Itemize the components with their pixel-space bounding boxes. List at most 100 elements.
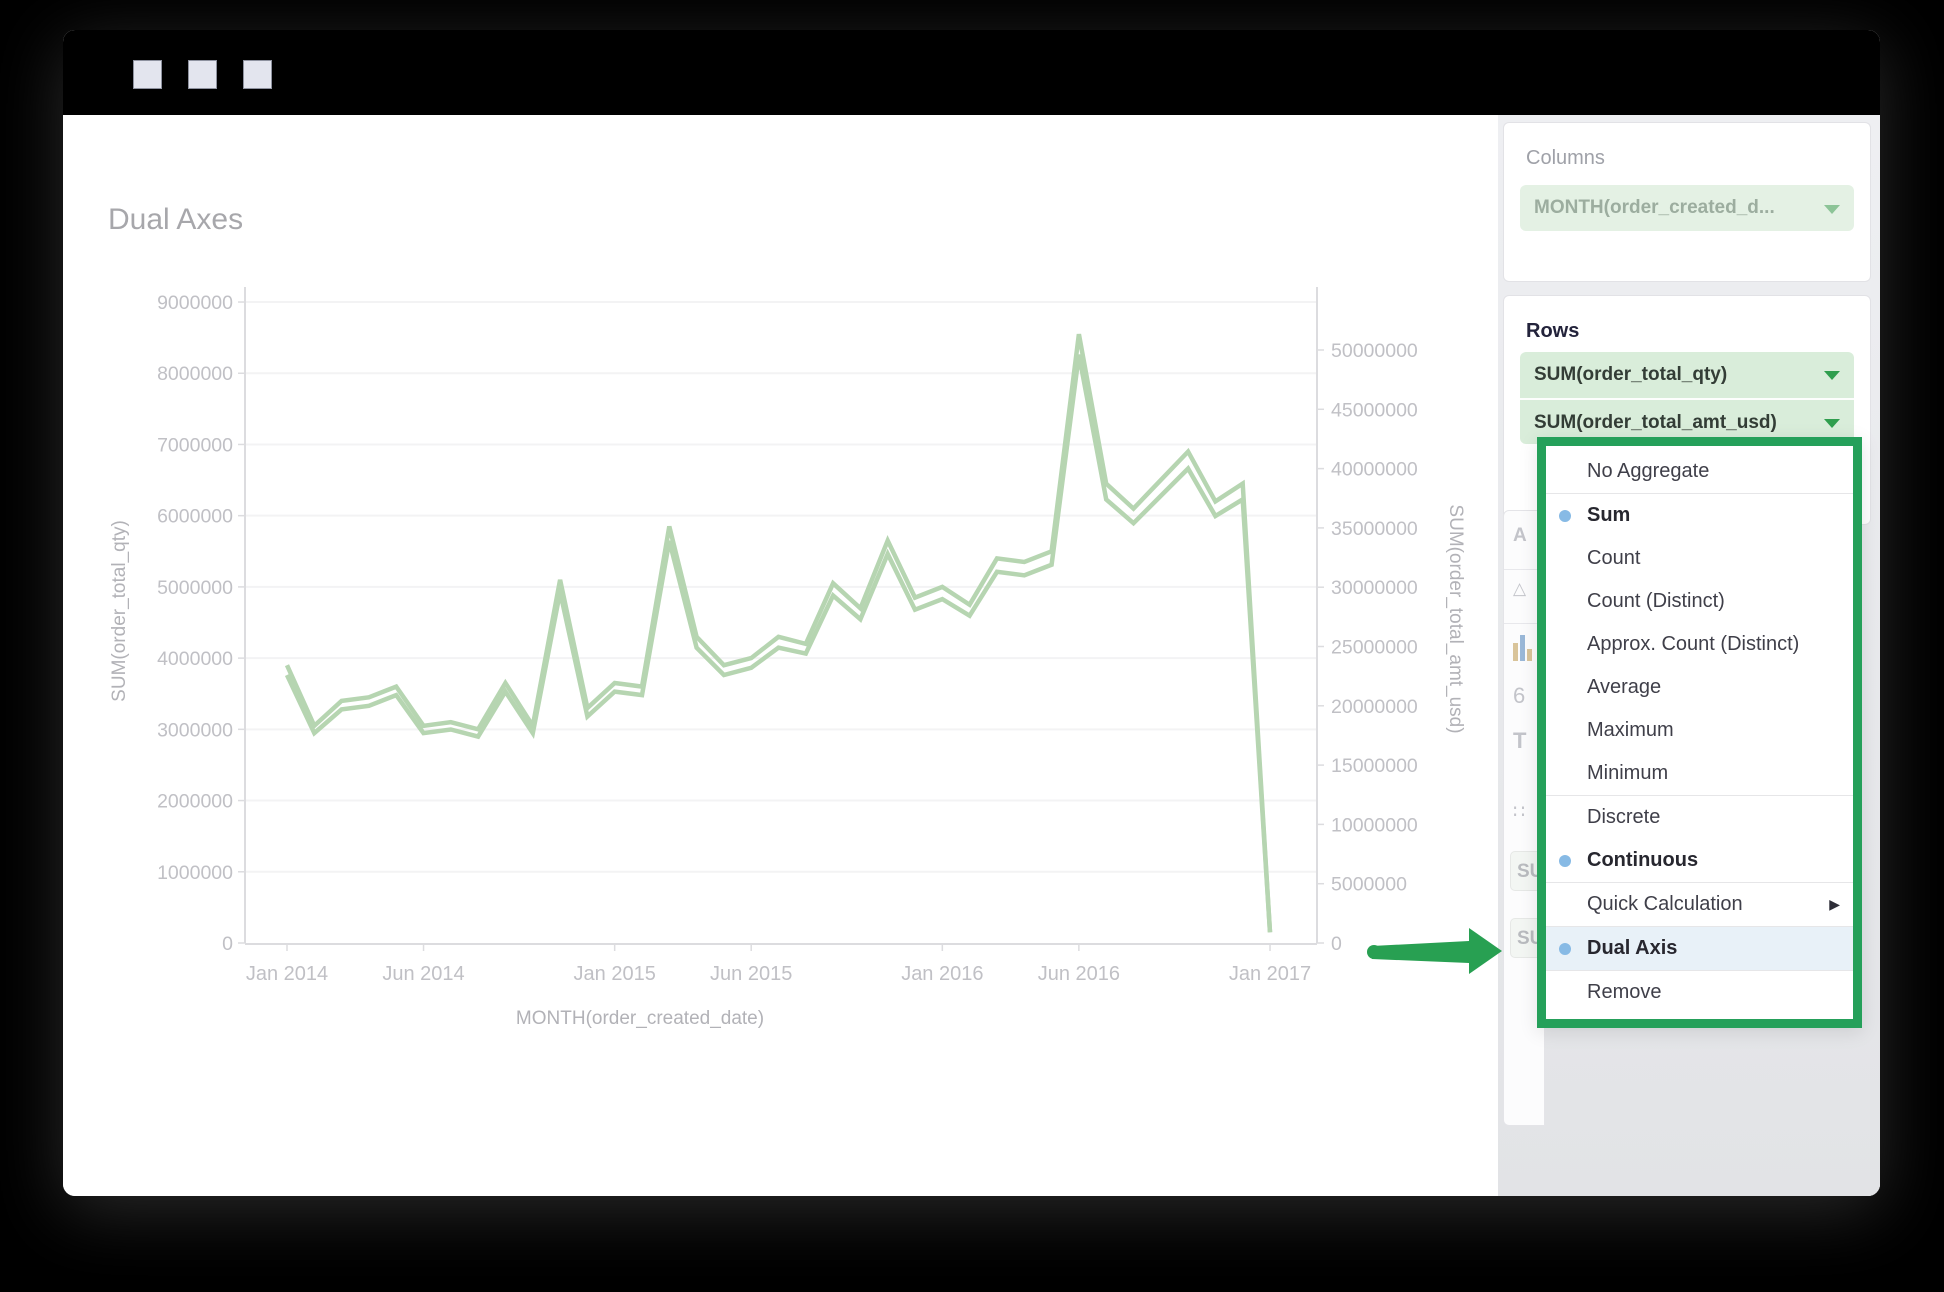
chevron-down-icon[interactable] bbox=[1824, 371, 1840, 380]
menu-item-remove[interactable]: Remove bbox=[1546, 971, 1853, 1014]
menu-item-label: Sum bbox=[1587, 504, 1631, 526]
menu-item-label: Average bbox=[1587, 676, 1662, 698]
columns-field-pill[interactable]: MONTH(order_created_d... bbox=[1520, 185, 1854, 231]
rows-field-pill-qty[interactable]: SUM(order_total_qty) bbox=[1520, 352, 1854, 398]
y-right-tick-label: 10000000 bbox=[1331, 814, 1418, 836]
line-series-left[interactable] bbox=[284, 333, 1273, 933]
columns-field-label: MONTH(order_created_d... bbox=[1534, 197, 1775, 218]
x-tick-label: Jan 2016 bbox=[901, 963, 983, 985]
bar-chart-icon[interactable] bbox=[1513, 635, 1535, 661]
menu-item-dual-axis[interactable]: Dual Axis bbox=[1546, 927, 1853, 970]
menu-item-quick-calculation[interactable]: Quick Calculation ▶ bbox=[1546, 883, 1853, 926]
x-axis-title: MONTH(order_created_date) bbox=[515, 1008, 765, 1029]
menu-item-label: Count bbox=[1587, 547, 1641, 569]
rows-field-pill-amt[interactable]: SUM(order_total_amt_usd) bbox=[1520, 398, 1854, 444]
menu-item-label: Remove bbox=[1587, 981, 1662, 1003]
x-tick-label: Jan 2014 bbox=[246, 963, 328, 985]
menu-item-sum[interactable]: Sum bbox=[1546, 494, 1853, 537]
chevron-down-icon[interactable] bbox=[1824, 205, 1840, 214]
y-right-tick-label: 25000000 bbox=[1331, 637, 1418, 659]
x-tick-label: Jan 2017 bbox=[1229, 963, 1311, 985]
rows-label: Rows bbox=[1526, 320, 1580, 342]
menu-item-label: Count (Distinct) bbox=[1587, 590, 1725, 612]
callout-arrow-icon bbox=[1363, 915, 1513, 985]
menu-separator bbox=[1546, 926, 1853, 927]
y-right-tick-label: 40000000 bbox=[1331, 459, 1418, 481]
lasso-icon[interactable]: 6 bbox=[1513, 683, 1526, 708]
rows-pills: SUM(order_total_qty) SUM(order_total_amt… bbox=[1520, 352, 1854, 444]
menu-separator bbox=[1546, 493, 1853, 494]
marks-a-label: A bbox=[1513, 525, 1527, 546]
menu-item-label: Approx. Count (Distinct) bbox=[1587, 633, 1800, 655]
y-right-tick-label: 45000000 bbox=[1331, 399, 1418, 421]
menu-item-average[interactable]: Average bbox=[1546, 666, 1853, 709]
y-right-tick-label: 0 bbox=[1331, 933, 1342, 955]
line-series-right[interactable] bbox=[284, 354, 1273, 933]
y-right-tick-label: 35000000 bbox=[1331, 518, 1418, 540]
x-tick-label: Jan 2015 bbox=[574, 963, 656, 985]
y-left-tick-label: 5000000 bbox=[157, 577, 233, 599]
menu-item-label: Minimum bbox=[1587, 762, 1669, 784]
window-control-icon[interactable] bbox=[133, 60, 162, 89]
y-right-tick-label: 30000000 bbox=[1331, 577, 1418, 599]
y-right-tick-label: 5000000 bbox=[1331, 874, 1407, 896]
y-left-tick-label: 0 bbox=[222, 933, 233, 955]
chevron-down-icon[interactable] bbox=[1824, 419, 1840, 428]
y-right-axis-title: SUM(order_total_amt_usd) bbox=[1445, 504, 1466, 734]
y-left-axis-title: SUM(order_total_qty) bbox=[109, 520, 130, 702]
rows-field-label: SUM(order_total_amt_usd) bbox=[1534, 412, 1777, 433]
menu-item-continuous[interactable]: Continuous bbox=[1546, 839, 1853, 882]
menu-item-count[interactable]: Count bbox=[1546, 537, 1853, 580]
x-tick-label: Jun 2014 bbox=[382, 963, 464, 985]
selected-dot-icon bbox=[1559, 510, 1571, 522]
sort-icon[interactable]: △ bbox=[1513, 579, 1527, 598]
menu-item-label: Continuous bbox=[1587, 849, 1699, 871]
window-control-icon[interactable] bbox=[188, 60, 217, 89]
app-window: Dual Axes 9000000 8000000 7000000 6000000 50… bbox=[63, 30, 1880, 1196]
y-left-tick-label: 8000000 bbox=[157, 363, 233, 385]
scatter-dots-icon[interactable]: ∷ bbox=[1513, 802, 1525, 823]
columns-label: Columns bbox=[1526, 147, 1605, 169]
menu-item-label: Discrete bbox=[1587, 806, 1661, 828]
y-right-tick-label: 50000000 bbox=[1331, 340, 1418, 362]
hidden-field-label: SU bbox=[1517, 861, 1544, 882]
submenu-arrow-icon: ▶ bbox=[1829, 896, 1840, 912]
columns-shelf: Columns MONTH(order_created_d... bbox=[1503, 122, 1871, 282]
window-titlebar bbox=[63, 30, 1880, 115]
menu-separator bbox=[1546, 970, 1853, 971]
menu-item-label: Dual Axis bbox=[1587, 937, 1678, 959]
divider bbox=[1504, 623, 1544, 624]
menu-item-label: Maximum bbox=[1587, 719, 1674, 741]
main-content: Dual Axes 9000000 8000000 7000000 6000000 50… bbox=[63, 115, 1880, 1196]
y-right-tick-label: 20000000 bbox=[1331, 696, 1418, 718]
y-left-tick-label: 9000000 bbox=[157, 292, 233, 314]
divider bbox=[1504, 569, 1544, 570]
y-left-tick-label: 2000000 bbox=[157, 791, 233, 813]
menu-item-label: Quick Calculation bbox=[1587, 893, 1743, 915]
hidden-field-label: SU bbox=[1517, 928, 1544, 949]
y-left-tick-label: 1000000 bbox=[157, 862, 233, 884]
text-mark-icon[interactable]: T bbox=[1513, 728, 1527, 753]
y-left-tick-label: 4000000 bbox=[157, 648, 233, 670]
y-left-tick-label: 3000000 bbox=[157, 719, 233, 741]
chart-title: Dual Axes bbox=[108, 203, 244, 236]
menu-item-approx-count-distinct-[interactable]: Approx. Count (Distinct) bbox=[1546, 623, 1853, 666]
menu-item-count-distinct-[interactable]: Count (Distinct) bbox=[1546, 580, 1853, 623]
selected-dot-icon bbox=[1559, 943, 1571, 955]
menu-item-no-aggregate[interactable]: No Aggregate bbox=[1546, 450, 1853, 493]
menu-item-label: No Aggregate bbox=[1587, 460, 1710, 482]
menu-item-maximum[interactable]: Maximum bbox=[1546, 709, 1853, 752]
menu-item-discrete[interactable]: Discrete bbox=[1546, 796, 1853, 839]
y-left-tick-label: 6000000 bbox=[157, 506, 233, 528]
dual-axes-line-chart: 9000000 8000000 7000000 6000000 5000000 40000… bbox=[157, 287, 1418, 985]
menu-item-minimum[interactable]: Minimum bbox=[1546, 752, 1853, 795]
y-right-tick-label: 15000000 bbox=[1331, 755, 1418, 777]
x-tick-label: Jun 2015 bbox=[710, 963, 792, 985]
selected-dot-icon bbox=[1559, 855, 1571, 867]
window-control-icon[interactable] bbox=[243, 60, 272, 89]
y-left-tick-label: 7000000 bbox=[157, 434, 233, 456]
rows-field-label: SUM(order_total_qty) bbox=[1534, 364, 1728, 385]
field-context-menu: No Aggregate Sum Count Count (Distinct) Appr… bbox=[1537, 437, 1862, 1028]
menu-separator bbox=[1546, 882, 1853, 883]
